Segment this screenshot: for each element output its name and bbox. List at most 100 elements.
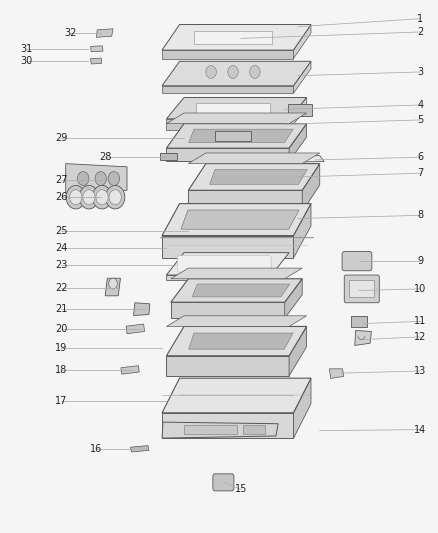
- Circle shape: [95, 172, 106, 185]
- Text: 7: 7: [417, 168, 424, 178]
- Circle shape: [108, 172, 120, 185]
- Polygon shape: [126, 324, 145, 334]
- Circle shape: [66, 185, 85, 209]
- Text: 6: 6: [417, 152, 424, 162]
- Polygon shape: [289, 124, 307, 161]
- Polygon shape: [105, 278, 120, 296]
- Text: 3: 3: [417, 67, 424, 77]
- Circle shape: [83, 190, 95, 205]
- Polygon shape: [166, 148, 289, 161]
- Text: 20: 20: [55, 325, 67, 334]
- FancyBboxPatch shape: [342, 252, 372, 271]
- Polygon shape: [188, 190, 302, 212]
- Text: 4: 4: [417, 100, 424, 110]
- Polygon shape: [293, 61, 311, 93]
- Text: 16: 16: [90, 444, 102, 454]
- Text: 17: 17: [55, 396, 67, 406]
- Text: 24: 24: [55, 243, 67, 253]
- Text: 12: 12: [414, 332, 427, 342]
- Text: 9: 9: [417, 256, 424, 266]
- Bar: [351, 316, 367, 327]
- Polygon shape: [166, 119, 289, 130]
- Polygon shape: [91, 46, 103, 52]
- Polygon shape: [166, 316, 307, 326]
- Polygon shape: [166, 98, 307, 119]
- Text: 32: 32: [64, 28, 76, 38]
- Text: 13: 13: [414, 366, 427, 376]
- Circle shape: [79, 185, 99, 209]
- Polygon shape: [162, 378, 311, 413]
- Polygon shape: [131, 446, 149, 452]
- Text: 5: 5: [417, 115, 424, 125]
- Polygon shape: [121, 366, 139, 374]
- Polygon shape: [171, 302, 285, 318]
- Polygon shape: [241, 156, 324, 163]
- Circle shape: [228, 66, 238, 78]
- Polygon shape: [166, 253, 289, 275]
- Text: 27: 27: [55, 175, 67, 184]
- Circle shape: [109, 190, 121, 205]
- Circle shape: [92, 185, 112, 209]
- FancyBboxPatch shape: [344, 275, 379, 303]
- Text: 11: 11: [414, 317, 427, 326]
- Polygon shape: [162, 25, 311, 50]
- Text: 26: 26: [55, 192, 67, 202]
- Text: 25: 25: [55, 226, 67, 236]
- Circle shape: [109, 278, 117, 289]
- Text: 10: 10: [414, 284, 427, 294]
- Polygon shape: [91, 58, 102, 64]
- Polygon shape: [162, 50, 293, 59]
- Polygon shape: [188, 153, 320, 164]
- Bar: [184, 425, 237, 434]
- Circle shape: [70, 190, 82, 205]
- Bar: [196, 103, 270, 114]
- Text: 1: 1: [417, 14, 424, 23]
- Polygon shape: [192, 284, 290, 297]
- Polygon shape: [293, 378, 311, 438]
- Bar: [215, 131, 251, 141]
- Text: 8: 8: [417, 211, 424, 220]
- Text: 21: 21: [55, 304, 67, 314]
- Polygon shape: [166, 356, 289, 376]
- Polygon shape: [162, 413, 293, 438]
- Bar: [349, 280, 374, 297]
- Polygon shape: [188, 164, 320, 190]
- FancyBboxPatch shape: [177, 256, 271, 272]
- Polygon shape: [289, 326, 307, 376]
- Text: 14: 14: [414, 425, 427, 434]
- Polygon shape: [166, 124, 307, 148]
- Text: 29: 29: [55, 133, 67, 142]
- Polygon shape: [355, 330, 371, 345]
- Bar: [160, 153, 177, 160]
- Polygon shape: [66, 164, 127, 193]
- Bar: [194, 31, 272, 44]
- Bar: [288, 104, 312, 116]
- Polygon shape: [189, 333, 293, 349]
- Text: 30: 30: [20, 56, 32, 66]
- Polygon shape: [134, 303, 150, 316]
- Polygon shape: [302, 164, 320, 212]
- Text: 15: 15: [235, 484, 247, 494]
- Polygon shape: [289, 98, 307, 130]
- Polygon shape: [171, 268, 302, 279]
- Polygon shape: [162, 204, 311, 236]
- Text: 19: 19: [55, 343, 67, 352]
- Text: 18: 18: [55, 366, 67, 375]
- Text: 22: 22: [55, 283, 67, 293]
- Text: 2: 2: [417, 27, 424, 37]
- Text: 28: 28: [99, 152, 111, 162]
- Polygon shape: [181, 210, 299, 229]
- Polygon shape: [162, 422, 278, 438]
- Polygon shape: [293, 25, 311, 59]
- Circle shape: [78, 172, 89, 185]
- Polygon shape: [293, 204, 311, 258]
- Polygon shape: [166, 113, 307, 124]
- Polygon shape: [162, 86, 293, 93]
- Polygon shape: [285, 279, 302, 318]
- Polygon shape: [329, 369, 344, 378]
- Circle shape: [106, 185, 125, 209]
- Polygon shape: [162, 236, 293, 258]
- Polygon shape: [162, 61, 311, 86]
- Bar: [243, 425, 265, 434]
- Polygon shape: [166, 326, 307, 356]
